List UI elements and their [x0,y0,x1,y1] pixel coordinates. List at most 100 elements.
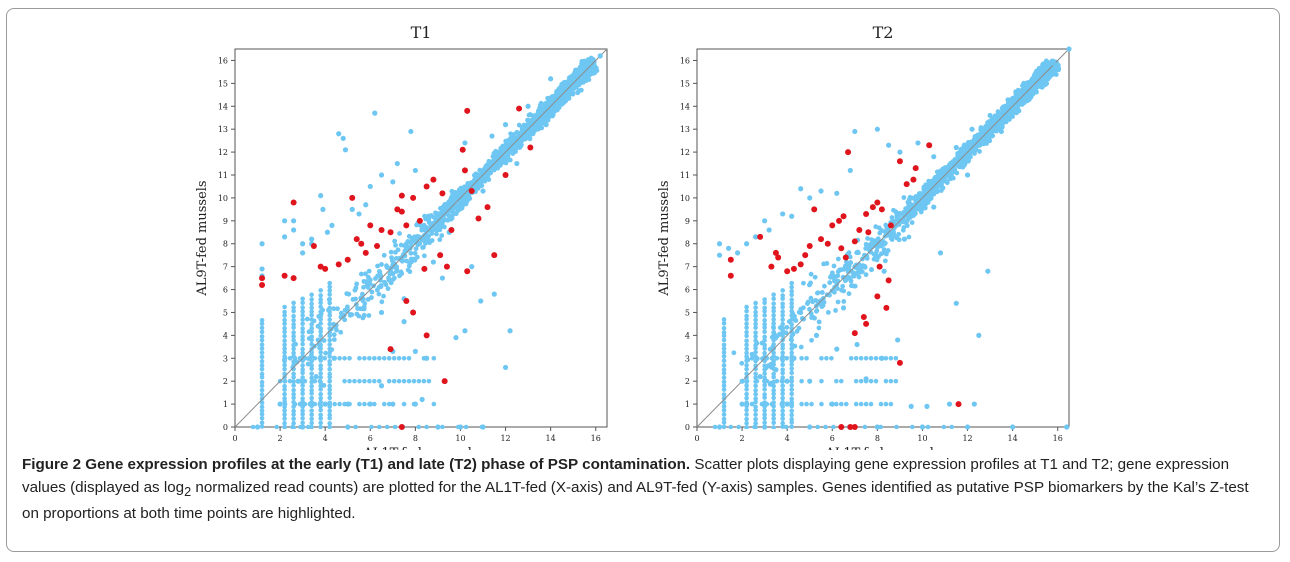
x-tick-label-t1: 2 [278,434,283,443]
gene-stripe-point [259,371,265,377]
gene-cloud-point [885,227,890,233]
gene-cloud-point [423,228,429,234]
gene-stripe-point [744,350,749,356]
gene-stripe-point [309,312,314,318]
gene-stripe-point [789,362,794,367]
gene-cloud-point [833,308,838,313]
gene-stripe-point [327,296,332,302]
y-tick-label-t2: 10 [680,194,690,203]
x-tick-label-t2: 16 [1053,434,1063,443]
gene-row-point [401,355,407,361]
gene-stripe-point [291,395,296,401]
gene-cloud-point [364,279,369,284]
gene-stripe-point [762,322,767,327]
biomarker-point [910,176,917,183]
gene-point [480,188,486,194]
gene-cloud-point [561,86,567,92]
gene-cloud-point [1052,68,1058,73]
gene-stripe-point [282,342,287,348]
gene-cloud-point [544,112,550,118]
gene-cloud-point [869,267,874,273]
gene-stripe-point [291,392,296,397]
biomarker-point [464,107,471,114]
biomarker-point [516,105,523,112]
gene-point [322,401,328,407]
gene-stripe-point [282,416,287,421]
gene-stripe-point [753,325,758,330]
gene-point [908,403,914,409]
gene-row-point [376,378,382,384]
gene-cloud-point [462,184,468,190]
gene-stripe-point [789,346,794,351]
gene-stripe-point [780,370,785,376]
gene-row-point [888,401,894,407]
gene-cloud-point [825,309,831,315]
gene-row-point [396,378,402,384]
gene-cloud-point [846,250,852,256]
gene-cloud-point [567,76,573,82]
caption-body-part-2: normalized read counts) are plotted for … [22,478,1249,523]
gene-stripe-point [721,350,727,355]
x-axis-label-t2: AL1T-fed mussels [824,446,940,450]
gene-cloud-point [378,283,384,288]
y-axis-label-t1: AL9T-fed mussels [195,180,210,296]
gene-stripe-point [771,362,776,367]
gene-stripe-point [318,416,323,421]
gene-row-point [282,401,288,407]
gene-cloud-point [1021,93,1027,98]
gene-stripe-point [771,395,776,401]
gene-stripe-point [762,363,767,368]
gene-cloud-point [548,95,554,101]
gene-point [953,144,959,151]
x-tick-label-t2: 8 [875,434,880,443]
gene-stripe-point [789,304,794,310]
gene-point [829,401,835,407]
gene-cloud-point [507,149,513,155]
gene-stripe-point [789,288,794,294]
biomarker-point [955,401,962,408]
gene-cloud-point [466,181,471,187]
gene-cloud-point [985,120,990,126]
gene-row-point [764,401,770,407]
gene-stripe-point [318,363,323,368]
gene-point [874,424,880,430]
gene-stripe-point [309,292,314,298]
biomarker-point [374,243,381,250]
biomarker-point [421,265,428,272]
gene-stripe-point [744,412,749,417]
gene-stripe-point [789,408,794,414]
gene-stripe-point [291,371,296,377]
gene-point [780,211,786,217]
gene-stripe-point [780,350,785,356]
gene-stripe-point [753,416,758,422]
gene-stripe-point [318,350,323,355]
gene-stripe-point [259,321,265,326]
gene-row-point [853,401,859,407]
gene-point [548,76,554,82]
gene-stripe-point [318,366,323,372]
gene-cloud-point [407,269,413,275]
gene-stripe-point [259,396,265,401]
biomarker-point [851,424,858,430]
gene-row-point [754,378,760,384]
gene-row-point [307,355,313,361]
gene-cloud-point [572,71,577,77]
gene-zero-point [392,424,398,429]
gene-row-point [367,355,372,361]
gene-stripe-point [762,382,767,388]
gene-row-point [372,378,377,384]
gene-stripe-point [327,421,332,426]
gene-cloud-point [815,290,821,296]
gene-cloud-point [911,212,916,218]
gene-point [336,131,342,137]
x-tick-label-t1: 0 [232,434,237,443]
gene-stripe-point [744,383,749,388]
gene-cloud-point [323,350,329,356]
gene-stripe-point [291,308,296,314]
gene-point [784,378,790,384]
gene-point [457,424,464,430]
gene-stripe-point [753,330,758,335]
y-tick-label-t2: 9 [685,217,690,226]
gene-point [300,424,306,430]
gene-cloud-point [767,346,773,352]
